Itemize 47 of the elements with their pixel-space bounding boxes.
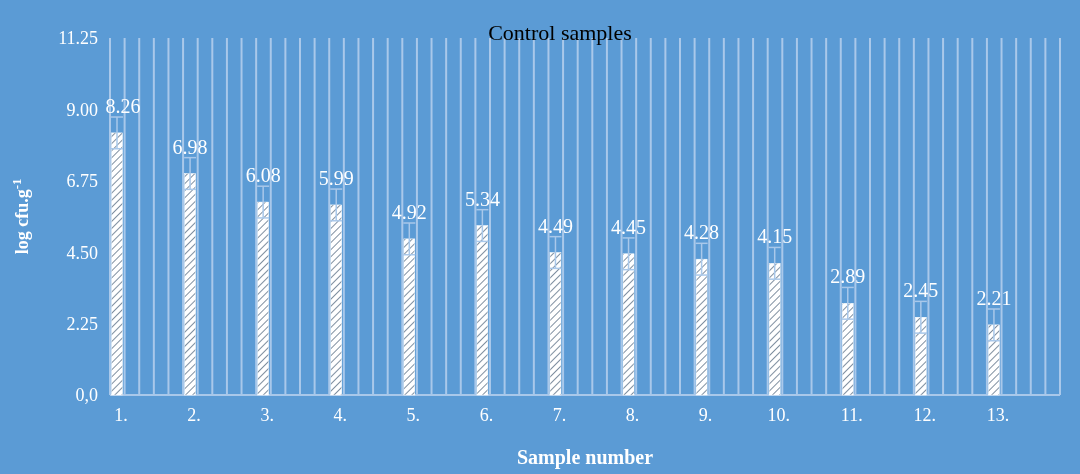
data-label: 2.21 [976, 287, 1012, 309]
y-tick-label: 9.00 [66, 99, 98, 120]
bar [330, 204, 342, 396]
y-tick-label: 2.25 [66, 313, 98, 334]
y-tick-label: 11.25 [58, 28, 98, 49]
x-tick-label: 13. [986, 405, 1010, 425]
bar [549, 252, 562, 396]
bar [842, 303, 854, 396]
x-tick-label: 10. [767, 405, 790, 425]
x-tick-label: 7. [552, 405, 567, 425]
bar [988, 324, 1000, 396]
data-label: 5.99 [318, 167, 354, 190]
x-tick-label: 1. [114, 405, 128, 425]
bar [915, 317, 927, 396]
x-tick-label: 6. [479, 405, 494, 425]
x-tick-label: 12. [913, 405, 937, 425]
data-label: 2.89 [830, 265, 866, 288]
x-tick-label: 9. [698, 405, 713, 425]
data-label: 6.08 [245, 164, 281, 187]
data-label: 5.34 [464, 187, 500, 210]
data-label: 4.49 [537, 214, 573, 237]
y-tick-label: 6.75 [66, 171, 98, 192]
data-label: 2.45 [903, 279, 939, 302]
bar [476, 225, 489, 396]
data-label: 4.92 [391, 201, 427, 224]
data-label: 4.28 [684, 221, 720, 244]
bar [184, 173, 196, 396]
x-tick-label: 5. [406, 405, 421, 425]
data-label: 6.98 [172, 135, 208, 158]
bar [695, 258, 708, 396]
bar [403, 238, 416, 396]
x-tick-label: 2. [187, 405, 201, 425]
bar [768, 263, 781, 396]
y-tick-label: 4.50 [66, 242, 98, 263]
x-tick-label: 11. [840, 405, 863, 425]
x-tick-label: 8. [625, 405, 640, 425]
bar [257, 201, 269, 396]
y-tick-label: 0,0 [75, 385, 98, 406]
data-label: 4.15 [757, 225, 793, 248]
x-tick-label: 3. [260, 405, 274, 425]
data-label: 4.45 [611, 215, 647, 238]
x-axis-title: Sample number [516, 446, 654, 469]
x-tick-label: 4. [333, 405, 347, 425]
bar [622, 253, 635, 396]
bar [111, 132, 123, 396]
chart-title: Control samples [488, 20, 632, 45]
data-label: 8.26 [105, 95, 141, 118]
